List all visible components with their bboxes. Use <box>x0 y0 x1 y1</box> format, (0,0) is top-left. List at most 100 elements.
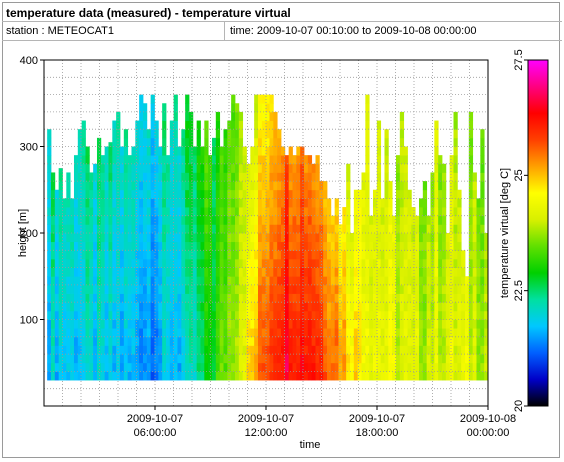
heatmap-cell <box>419 310 424 320</box>
heatmap-cell <box>223 155 228 165</box>
heatmap-cell <box>181 215 186 225</box>
heatmap-cell <box>384 354 389 364</box>
heatmap-cell <box>131 336 136 346</box>
heatmap-cell <box>150 371 155 381</box>
heatmap-cell <box>242 302 247 312</box>
heatmap-cell <box>315 362 320 372</box>
heatmap-cell <box>135 319 140 329</box>
heatmap-cell <box>89 319 94 329</box>
heatmap-cell <box>296 146 301 156</box>
heatmap-cell <box>85 207 90 217</box>
heatmap-cell <box>472 233 477 243</box>
heatmap-cell <box>131 302 136 312</box>
heatmap-cell <box>388 328 393 338</box>
heatmap-cell <box>376 310 382 320</box>
heatmap-cell <box>119 181 125 191</box>
heatmap-cell <box>407 198 412 208</box>
time-range-label: time: 2009-10-07 00:10:00 to 2009-10-08 … <box>230 25 477 37</box>
heatmap-cell <box>188 310 194 320</box>
heatmap-cell <box>231 137 236 147</box>
heatmap-cell <box>47 267 52 277</box>
heatmap-cell <box>269 155 274 165</box>
heatmap-cell <box>449 189 454 199</box>
heatmap-cell <box>227 163 232 173</box>
heatmap-cell <box>150 302 155 312</box>
heatmap-cell <box>188 354 194 364</box>
heatmap-cell <box>131 250 136 260</box>
heatmap-cell <box>104 328 109 338</box>
heatmap-cell <box>449 371 454 381</box>
heatmap-cell <box>277 198 282 208</box>
heatmap-cell <box>273 336 278 346</box>
heatmap-cell <box>315 189 320 199</box>
heatmap-cell <box>108 319 113 329</box>
heatmap-cell <box>131 371 136 381</box>
heatmap-cell <box>392 310 397 320</box>
heatmap-cell <box>135 224 140 234</box>
heatmap-cell <box>47 336 52 346</box>
heatmap-cell <box>296 328 301 338</box>
heatmap-cell <box>480 336 485 346</box>
heatmap-cell <box>365 310 370 320</box>
heatmap-cell <box>438 354 443 364</box>
heatmap-cell <box>365 189 370 199</box>
heatmap-cell <box>227 345 232 355</box>
heatmap-cell <box>445 233 451 243</box>
heatmap-cell <box>426 319 431 329</box>
heatmap-cell <box>380 207 385 217</box>
heatmap-cell <box>273 215 278 225</box>
heatmap-cell <box>108 354 113 364</box>
heatmap-cell <box>73 172 79 182</box>
heatmap-cell <box>384 241 389 251</box>
heatmap-cell <box>480 250 485 260</box>
heatmap-cell <box>188 267 194 277</box>
heatmap-cell <box>70 371 75 381</box>
heatmap-cell <box>453 302 458 312</box>
heatmap-cell <box>242 215 247 225</box>
heatmap-cell <box>192 371 198 381</box>
heatmap-cell <box>131 354 136 364</box>
heatmap-cell <box>223 241 228 251</box>
heatmap-cell <box>323 198 328 208</box>
heatmap-cell <box>254 224 259 234</box>
heatmap-cell <box>292 302 297 312</box>
heatmap-cell <box>415 310 420 320</box>
heatmap-cell <box>47 146 52 156</box>
heatmap-cell <box>96 250 102 260</box>
heatmap-cell <box>461 319 466 329</box>
heatmap-cell <box>307 224 313 234</box>
heatmap-cell <box>188 258 194 268</box>
heatmap-cell <box>204 362 209 372</box>
heatmap-cell <box>480 276 485 286</box>
heatmap-cell <box>280 302 286 312</box>
heatmap-cell <box>307 189 313 199</box>
heatmap-cell <box>315 181 320 191</box>
heatmap-cell <box>165 284 171 294</box>
heatmap-cell <box>112 155 117 165</box>
heatmap-cell <box>300 233 305 243</box>
heatmap-cell <box>181 345 186 355</box>
heatmap-cell <box>346 328 351 338</box>
heatmap-cell <box>208 293 213 303</box>
heatmap-cell <box>326 258 332 268</box>
heatmap-cell <box>468 120 474 130</box>
heatmap-cell <box>204 215 209 225</box>
heatmap-cell <box>123 345 129 355</box>
heatmap-cell <box>338 302 343 312</box>
heatmap-cell <box>85 328 90 338</box>
heatmap-cell <box>188 120 194 130</box>
heatmap-cell <box>396 302 401 312</box>
heatmap-cell <box>211 284 217 294</box>
heatmap-cell <box>392 276 397 286</box>
heatmap-cell <box>369 233 374 243</box>
heatmap-cell <box>173 129 178 139</box>
heatmap-cell <box>150 354 155 364</box>
heatmap-cell <box>154 137 159 147</box>
heatmap-cell <box>96 354 102 364</box>
heatmap-cell <box>315 198 320 208</box>
heatmap-cell <box>73 328 79 338</box>
heatmap-cell <box>273 146 278 156</box>
heatmap-cell <box>292 354 297 364</box>
heatmap-cell <box>146 328 152 338</box>
heatmap-cell <box>269 345 274 355</box>
